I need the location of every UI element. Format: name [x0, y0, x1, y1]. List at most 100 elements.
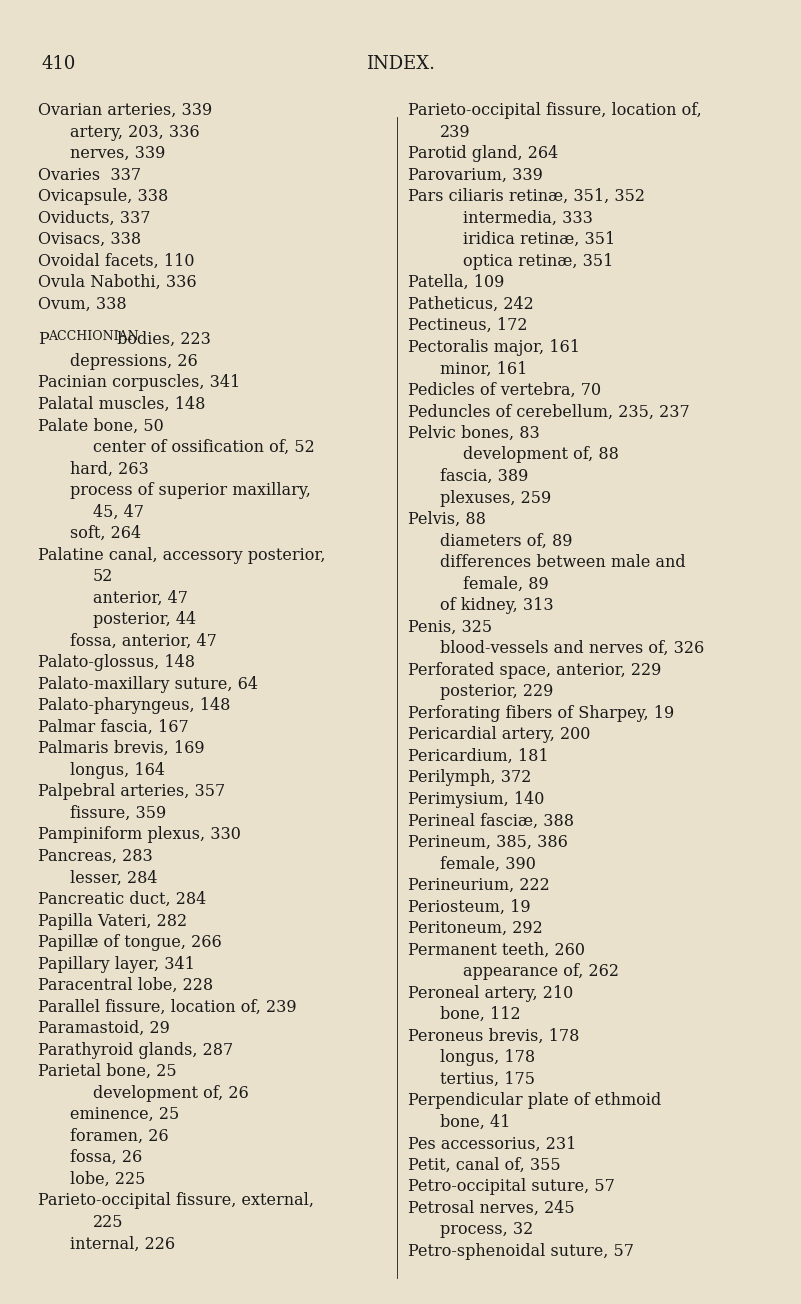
Text: Ovisacs, 338: Ovisacs, 338 [38, 231, 141, 248]
Text: lesser, 284: lesser, 284 [70, 870, 158, 887]
Text: posterior, 44: posterior, 44 [93, 612, 196, 629]
Text: Pelvis, 88: Pelvis, 88 [408, 511, 486, 528]
Text: internal, 226: internal, 226 [70, 1235, 175, 1252]
Text: Parotid gland, 264: Parotid gland, 264 [408, 145, 558, 162]
Text: Perineal fasciæ, 388: Perineal fasciæ, 388 [408, 812, 574, 829]
Text: 52: 52 [93, 569, 114, 585]
Text: Patheticus, 242: Patheticus, 242 [408, 296, 533, 313]
Text: differences between male and: differences between male and [440, 554, 686, 571]
Text: Peroneus brevis, 178: Peroneus brevis, 178 [408, 1028, 579, 1045]
Text: Perineurium, 222: Perineurium, 222 [408, 878, 549, 895]
Text: Perimysium, 140: Perimysium, 140 [408, 792, 545, 808]
Text: tertius, 175: tertius, 175 [440, 1071, 535, 1088]
Text: Perineum, 385, 386: Perineum, 385, 386 [408, 835, 568, 852]
Text: Pampiniform plexus, 330: Pampiniform plexus, 330 [38, 827, 241, 844]
Text: foramen, 26: foramen, 26 [70, 1128, 169, 1145]
Text: Palato-pharyngeus, 148: Palato-pharyngeus, 148 [38, 698, 231, 715]
Text: Petro-occipital suture, 57: Petro-occipital suture, 57 [408, 1179, 615, 1196]
Text: nerves, 339: nerves, 339 [70, 145, 165, 162]
Text: optica retinæ, 351: optica retinæ, 351 [463, 253, 614, 270]
Text: Pericardium, 181: Pericardium, 181 [408, 747, 549, 765]
Text: hard, 263: hard, 263 [70, 460, 149, 477]
Text: bodies, 223: bodies, 223 [112, 331, 211, 348]
Text: Pedicles of vertebra, 70: Pedicles of vertebra, 70 [408, 382, 601, 399]
Text: bone, 41: bone, 41 [440, 1114, 510, 1131]
Text: Perforated space, anterior, 229: Perforated space, anterior, 229 [408, 661, 662, 678]
Text: Palmar fascia, 167: Palmar fascia, 167 [38, 719, 189, 735]
Text: blood-vessels and nerves of, 326: blood-vessels and nerves of, 326 [440, 640, 704, 657]
Text: process, 32: process, 32 [440, 1222, 533, 1239]
Text: Pacinian corpuscles, 341: Pacinian corpuscles, 341 [38, 374, 240, 391]
Text: minor, 161: minor, 161 [440, 360, 527, 377]
Text: Oviducts, 337: Oviducts, 337 [38, 210, 151, 227]
Text: fossa, anterior, 47: fossa, anterior, 47 [70, 632, 217, 649]
Text: female, 89: female, 89 [463, 575, 549, 592]
Text: female, 390: female, 390 [440, 855, 536, 872]
Text: development of, 26: development of, 26 [93, 1085, 249, 1102]
Text: Papillæ of tongue, 266: Papillæ of tongue, 266 [38, 934, 222, 951]
Text: Petrosal nerves, 245: Petrosal nerves, 245 [408, 1200, 574, 1217]
Text: Palatal muscles, 148: Palatal muscles, 148 [38, 396, 205, 413]
Text: Petit, canal of, 355: Petit, canal of, 355 [408, 1157, 561, 1174]
Text: Pectineus, 172: Pectineus, 172 [408, 317, 528, 334]
Text: Ovum, 338: Ovum, 338 [38, 296, 127, 313]
Text: process of superior maxillary,: process of superior maxillary, [70, 482, 311, 499]
Text: Perilymph, 372: Perilymph, 372 [408, 769, 531, 786]
Text: Ovoidal facets, 110: Ovoidal facets, 110 [38, 253, 195, 270]
Text: Parovarium, 339: Parovarium, 339 [408, 167, 543, 184]
Text: Paracentral lobe, 228: Paracentral lobe, 228 [38, 977, 213, 994]
Text: Perforating fibers of Sharpey, 19: Perforating fibers of Sharpey, 19 [408, 704, 674, 722]
Text: plexuses, 259: plexuses, 259 [440, 489, 551, 506]
Text: Periosteum, 19: Periosteum, 19 [408, 898, 530, 915]
Text: 45, 47: 45, 47 [93, 503, 144, 520]
Text: Papilla Vateri, 282: Papilla Vateri, 282 [38, 913, 187, 930]
Text: fissure, 359: fissure, 359 [70, 805, 167, 822]
Text: appearance of, 262: appearance of, 262 [463, 964, 619, 981]
Text: Patella, 109: Patella, 109 [408, 274, 505, 291]
Text: of kidney, 313: of kidney, 313 [440, 597, 553, 614]
Text: development of, 88: development of, 88 [463, 446, 619, 463]
Text: Penis, 325: Penis, 325 [408, 618, 492, 635]
Text: Permanent teeth, 260: Permanent teeth, 260 [408, 941, 585, 958]
Text: Pancreas, 283: Pancreas, 283 [38, 848, 153, 865]
Text: Pelvic bones, 83: Pelvic bones, 83 [408, 425, 540, 442]
Text: Papillary layer, 341: Papillary layer, 341 [38, 956, 195, 973]
Text: lobe, 225: lobe, 225 [70, 1171, 145, 1188]
Text: Peritoneum, 292: Peritoneum, 292 [408, 921, 543, 938]
Text: fascia, 389: fascia, 389 [440, 468, 529, 485]
Text: iridica retinæ, 351: iridica retinæ, 351 [463, 231, 615, 248]
Text: Ovula Nabothi, 336: Ovula Nabothi, 336 [38, 274, 196, 291]
Text: Peduncles of cerebellum, 235, 237: Peduncles of cerebellum, 235, 237 [408, 403, 690, 420]
Text: Palate bone, 50: Palate bone, 50 [38, 417, 163, 434]
Text: diameters of, 89: diameters of, 89 [440, 532, 573, 549]
Text: Parallel fissure, location of, 239: Parallel fissure, location of, 239 [38, 999, 296, 1016]
Text: Parathyroid glands, 287: Parathyroid glands, 287 [38, 1042, 233, 1059]
Text: intermedia, 333: intermedia, 333 [463, 210, 593, 227]
Text: Pes accessorius, 231: Pes accessorius, 231 [408, 1136, 577, 1153]
Text: Perpendicular plate of ethmoid: Perpendicular plate of ethmoid [408, 1093, 662, 1110]
Text: Ovarian arteries, 339: Ovarian arteries, 339 [38, 102, 212, 119]
Text: Parietal bone, 25: Parietal bone, 25 [38, 1063, 177, 1080]
Text: longus, 178: longus, 178 [440, 1050, 535, 1067]
Text: anterior, 47: anterior, 47 [93, 589, 188, 606]
Text: P: P [38, 331, 49, 348]
Text: center of ossification of, 52: center of ossification of, 52 [93, 439, 315, 456]
Text: eminence, 25: eminence, 25 [70, 1106, 179, 1123]
Text: Palato-glossus, 148: Palato-glossus, 148 [38, 655, 195, 672]
Text: Pericardial artery, 200: Pericardial artery, 200 [408, 726, 590, 743]
Text: 225: 225 [93, 1214, 123, 1231]
Text: Peroneal artery, 210: Peroneal artery, 210 [408, 985, 574, 1001]
Text: ACCHIONIAN: ACCHIONIAN [47, 330, 139, 343]
Text: Palmaris brevis, 169: Palmaris brevis, 169 [38, 741, 204, 758]
Text: Parieto-occipital fissure, location of,: Parieto-occipital fissure, location of, [408, 102, 702, 119]
Text: Paramastoid, 29: Paramastoid, 29 [38, 1020, 170, 1037]
Text: soft, 264: soft, 264 [70, 526, 141, 542]
Text: Pectoralis major, 161: Pectoralis major, 161 [408, 339, 580, 356]
Text: depressions, 26: depressions, 26 [70, 353, 198, 370]
Text: artery, 203, 336: artery, 203, 336 [70, 124, 199, 141]
Text: INDEX.: INDEX. [366, 55, 435, 73]
Text: Petro-sphenoidal suture, 57: Petro-sphenoidal suture, 57 [408, 1243, 634, 1260]
Text: Pars ciliaris retinæ, 351, 352: Pars ciliaris retinæ, 351, 352 [408, 188, 645, 205]
Text: Ovicapsule, 338: Ovicapsule, 338 [38, 188, 168, 205]
Text: Palpebral arteries, 357: Palpebral arteries, 357 [38, 784, 225, 801]
